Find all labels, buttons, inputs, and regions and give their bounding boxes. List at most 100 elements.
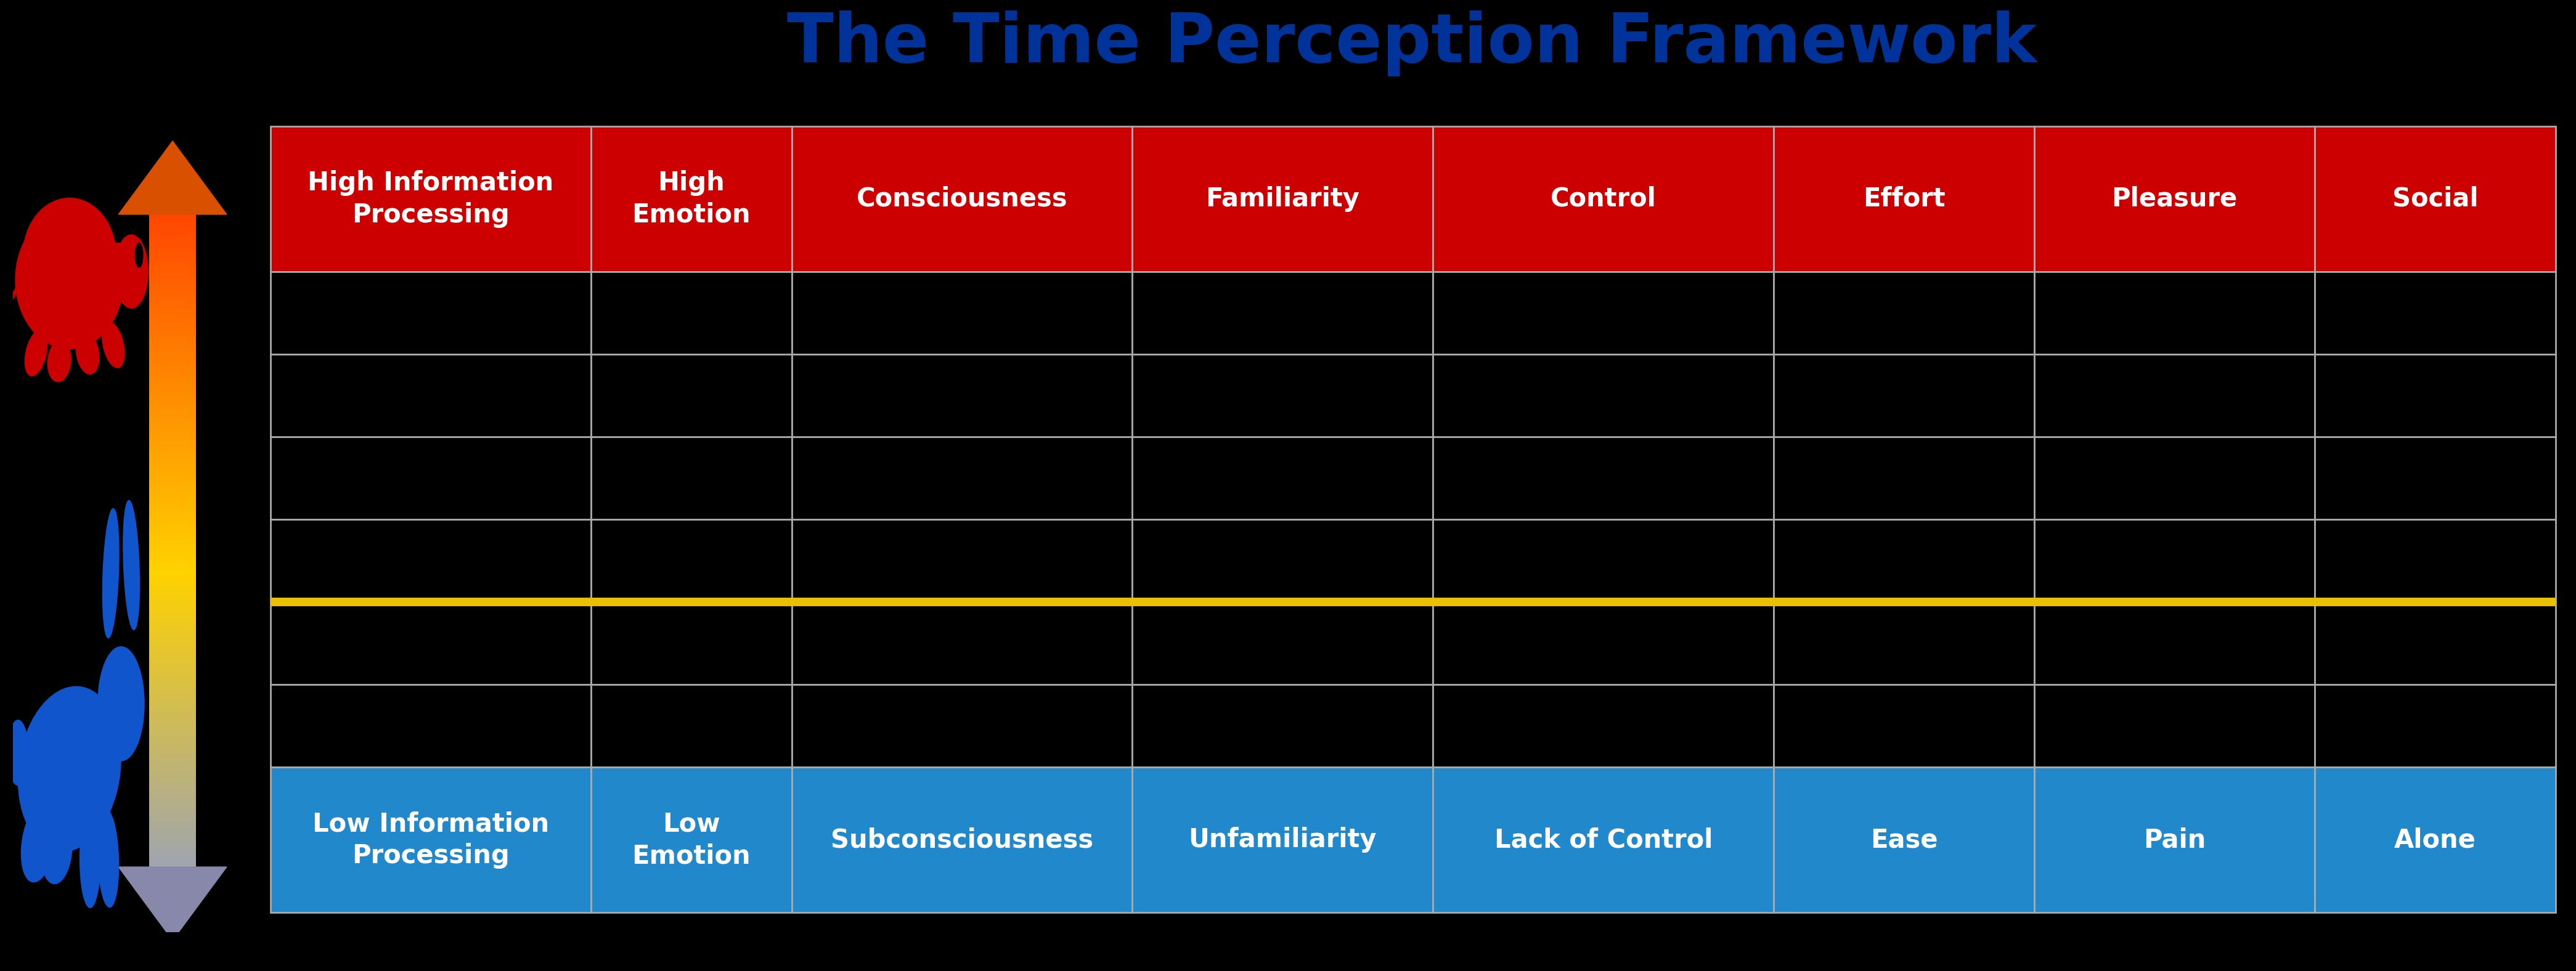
Ellipse shape	[21, 803, 57, 882]
Text: Unfamiliarity: Unfamiliarity	[1188, 827, 1376, 853]
Bar	[270, 126, 590, 272]
Bar	[1432, 685, 1775, 767]
Bar	[1432, 272, 1775, 354]
Text: Social: Social	[2393, 186, 2478, 212]
Bar	[1775, 519, 2035, 602]
Text: Alone: Alone	[2393, 827, 2476, 853]
Bar	[590, 272, 791, 354]
Ellipse shape	[18, 686, 121, 852]
Bar	[1775, 437, 2035, 519]
Text: High
Emotion: High Emotion	[631, 170, 750, 228]
Text: The Time Perception Framework: The Time Perception Framework	[786, 11, 2038, 77]
Bar	[2316, 354, 2555, 437]
Bar	[2035, 272, 2316, 354]
Bar	[1133, 437, 1432, 519]
Text: Ease: Ease	[1870, 827, 1937, 853]
Bar	[590, 602, 791, 685]
Bar	[2035, 602, 2316, 685]
Bar	[2035, 126, 2316, 272]
Bar	[1133, 685, 1432, 767]
Bar	[791, 602, 1133, 685]
Ellipse shape	[23, 198, 116, 313]
Bar	[1775, 767, 2035, 913]
Bar	[270, 602, 590, 685]
Bar	[791, 272, 1133, 354]
Text: High Information
Processing: High Information Processing	[307, 170, 554, 228]
Bar	[791, 519, 1133, 602]
Bar	[2035, 519, 2316, 602]
Bar	[2035, 767, 2316, 913]
Bar	[1432, 126, 1775, 272]
Bar	[2316, 519, 2555, 602]
Text: Subconsciousness: Subconsciousness	[829, 827, 1092, 853]
Bar	[1133, 272, 1432, 354]
Text: Lack of Control: Lack of Control	[1494, 827, 1713, 853]
Bar	[1432, 437, 1775, 519]
Bar	[1432, 767, 1775, 913]
Bar	[2035, 685, 2316, 767]
Bar	[1775, 354, 2035, 437]
Text: Low
Emotion: Low Emotion	[631, 811, 750, 869]
Bar	[2035, 354, 2316, 437]
Bar	[2316, 437, 2555, 519]
Bar	[1133, 767, 1432, 913]
Text: Pleasure: Pleasure	[2112, 186, 2239, 212]
Bar	[791, 685, 1133, 767]
Bar	[590, 519, 791, 602]
Bar	[791, 767, 1133, 913]
Text: Control: Control	[1551, 186, 1656, 212]
Bar	[2316, 767, 2555, 913]
Polygon shape	[118, 141, 227, 215]
Ellipse shape	[26, 330, 46, 376]
Polygon shape	[118, 867, 227, 940]
Bar	[1775, 126, 2035, 272]
Text: Effort: Effort	[1862, 186, 1945, 212]
Ellipse shape	[124, 500, 139, 630]
Ellipse shape	[80, 810, 100, 908]
Bar	[2316, 272, 2555, 354]
Bar	[590, 126, 791, 272]
Bar	[2316, 685, 2555, 767]
Bar	[1432, 602, 1775, 685]
Bar	[1775, 602, 2035, 685]
Bar	[791, 126, 1133, 272]
Ellipse shape	[98, 810, 118, 907]
Ellipse shape	[49, 341, 70, 382]
Bar	[270, 767, 590, 913]
Bar	[270, 437, 590, 519]
Bar	[1133, 354, 1432, 437]
Ellipse shape	[113, 235, 147, 308]
Bar	[270, 354, 590, 437]
Text: Familiarity: Familiarity	[1206, 186, 1360, 212]
Bar	[590, 767, 791, 913]
Ellipse shape	[106, 243, 131, 300]
Bar	[791, 437, 1133, 519]
Bar	[791, 354, 1133, 437]
Circle shape	[8, 720, 28, 786]
Text: Pain: Pain	[2143, 827, 2205, 853]
Bar	[1133, 126, 1432, 272]
Bar	[590, 437, 791, 519]
Bar	[270, 519, 590, 602]
Bar	[1432, 519, 1775, 602]
Ellipse shape	[15, 211, 124, 349]
Bar	[590, 685, 791, 767]
Bar	[2316, 602, 2555, 685]
Ellipse shape	[103, 509, 118, 638]
Circle shape	[134, 243, 144, 267]
Ellipse shape	[98, 647, 144, 761]
Text: Consciousness: Consciousness	[855, 186, 1066, 212]
Bar	[1775, 685, 2035, 767]
Ellipse shape	[103, 322, 124, 368]
Bar	[590, 354, 791, 437]
Bar	[1775, 272, 2035, 354]
Bar	[2035, 437, 2316, 519]
Ellipse shape	[77, 332, 98, 374]
Bar	[1133, 519, 1432, 602]
Ellipse shape	[41, 818, 72, 884]
Bar	[1432, 354, 1775, 437]
Bar	[1133, 602, 1432, 685]
Text: Low Information
Processing: Low Information Processing	[312, 811, 549, 869]
Bar	[270, 685, 590, 767]
Bar	[270, 272, 590, 354]
